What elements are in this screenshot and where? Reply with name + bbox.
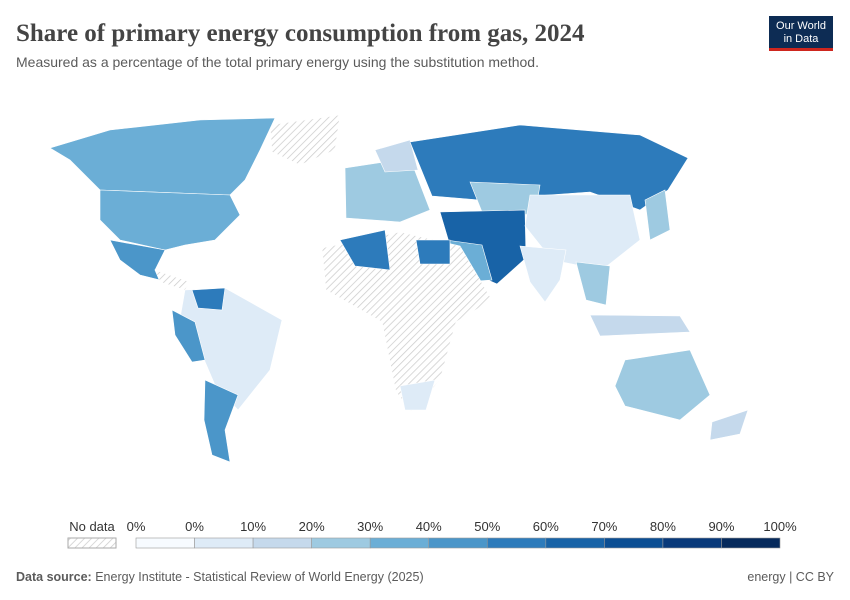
legend-swatch	[369, 537, 430, 549]
japan	[644, 189, 671, 241]
source-text: Energy Institute - Statistical Review of…	[95, 570, 423, 584]
legend-swatch	[486, 537, 547, 549]
legend-swatch	[311, 537, 371, 549]
india	[519, 245, 567, 303]
egypt	[415, 239, 451, 265]
subtitle: Measured as a percentage of the total pr…	[16, 54, 539, 70]
no-data-label: No data	[69, 519, 115, 534]
legend-swatch	[135, 537, 195, 549]
legend-label: 80%	[650, 519, 676, 534]
logo-text: Our World	[776, 20, 826, 32]
new-zealand	[709, 409, 749, 441]
no-data-swatch	[67, 537, 117, 549]
legend-label: 100%	[763, 519, 797, 534]
usa	[99, 189, 241, 251]
canada	[49, 117, 276, 196]
title: Share of primary energy consumption from…	[16, 20, 585, 47]
legend-label: 70%	[591, 519, 617, 534]
source-label: Data source:	[16, 570, 92, 584]
legend-swatch	[662, 537, 722, 549]
legend-label: 90%	[708, 519, 734, 534]
legend-label: 40%	[416, 519, 442, 534]
legend: No data 0% 0% 10% 20% 30% 40% 50% 60% 70% 80% 90% 1…	[67, 519, 797, 549]
argentina	[203, 379, 239, 463]
source: Data source: Energy Institute - Statisti…	[16, 570, 424, 584]
world-map	[49, 114, 749, 463]
legend-swatch	[194, 537, 254, 549]
license: energy | CC BY	[747, 570, 834, 584]
legend-swatch	[428, 537, 488, 549]
logo: Our World in Data	[769, 16, 833, 51]
legend-label: 0%	[127, 519, 146, 534]
legend-label: 50%	[474, 519, 500, 534]
legend-label: 10%	[240, 519, 266, 534]
legend-swatch	[252, 537, 312, 549]
legend-label: 60%	[533, 519, 559, 534]
australia	[614, 349, 711, 421]
greenland	[269, 114, 341, 166]
scandinavia	[374, 139, 419, 173]
legend-label: 30%	[357, 519, 383, 534]
legend-label: 20%	[299, 519, 325, 534]
venezuela	[191, 287, 226, 311]
peru	[171, 309, 206, 363]
legend-label: 0%	[185, 519, 204, 534]
algeria	[339, 229, 391, 271]
central-america	[154, 269, 191, 291]
legend-swatch	[604, 537, 664, 549]
indonesia	[589, 314, 691, 337]
southeast-asia	[575, 261, 611, 306]
south-africa	[399, 379, 436, 411]
legend-swatch	[545, 537, 605, 549]
logo-text: in Data	[784, 33, 820, 45]
legend-swatch	[721, 537, 781, 549]
